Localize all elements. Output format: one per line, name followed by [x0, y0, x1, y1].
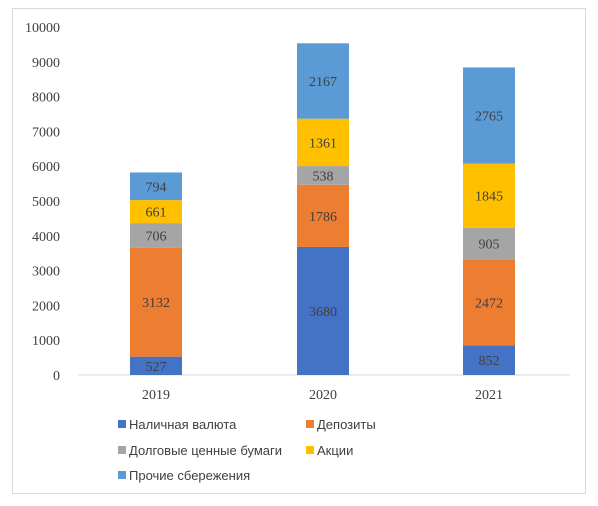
- legend-label: Наличная валюта: [129, 417, 237, 432]
- data-label: 1845: [475, 190, 503, 205]
- y-tick-label: 1000: [32, 334, 60, 349]
- bar-segment: [130, 200, 182, 224]
- y-tick-label: 8000: [32, 91, 60, 106]
- legend-label: Депозиты: [317, 417, 376, 432]
- legend-swatch: [118, 420, 126, 428]
- legend-label: Долговые ценные бумаги: [129, 443, 282, 458]
- y-tick-label: 3000: [32, 265, 60, 280]
- bar-segment: [463, 67, 515, 164]
- legend-label: Прочие сбережения: [129, 468, 250, 483]
- data-label: 527: [146, 360, 167, 375]
- x-tick-label: 2021: [475, 388, 503, 403]
- y-tick-label: 6000: [32, 160, 60, 175]
- data-label: 2765: [475, 110, 503, 125]
- y-tick-label: 5000: [32, 195, 60, 210]
- data-label: 3680: [309, 305, 337, 320]
- legend-swatch: [306, 420, 314, 428]
- y-tick-label: 0: [53, 369, 60, 384]
- bar-segment: [297, 43, 349, 119]
- data-label: 538: [313, 169, 334, 184]
- bar-segment: [463, 163, 515, 228]
- data-label: 3132: [142, 296, 170, 311]
- bar-segment: [297, 118, 349, 167]
- data-label: 706: [146, 229, 167, 244]
- y-tick-label: 9000: [32, 56, 60, 71]
- y-tick-label: 7000: [32, 125, 60, 140]
- legend-label: Акции: [317, 443, 353, 458]
- bar-segment: [463, 345, 515, 375]
- bar-segment: [297, 166, 349, 185]
- x-tick-label: 2019: [142, 388, 170, 403]
- bar-segment: [463, 227, 515, 260]
- bar-segment: [130, 247, 182, 357]
- data-label: 1361: [309, 136, 337, 151]
- bar-segment: [130, 356, 182, 375]
- bar-segment: [297, 246, 349, 375]
- y-tick-label: 4000: [32, 230, 60, 245]
- data-label: 1786: [309, 210, 337, 225]
- data-label: 852: [479, 354, 500, 369]
- y-tick-label: 10000: [25, 21, 60, 36]
- bar-segment: [130, 223, 182, 248]
- data-label: 2167: [309, 75, 337, 90]
- bar-segment: [130, 172, 182, 201]
- legend-swatch: [306, 446, 314, 454]
- bar-segment: [463, 259, 515, 346]
- y-tick-label: 2000: [32, 299, 60, 314]
- data-label: 661: [146, 206, 167, 221]
- data-label: 2472: [475, 296, 503, 311]
- data-label: 794: [146, 180, 167, 195]
- legend-swatch: [118, 446, 126, 454]
- data-label: 905: [479, 238, 500, 253]
- x-tick-label: 2020: [309, 388, 337, 403]
- bar-segment: [297, 184, 349, 247]
- legend-swatch: [118, 471, 126, 479]
